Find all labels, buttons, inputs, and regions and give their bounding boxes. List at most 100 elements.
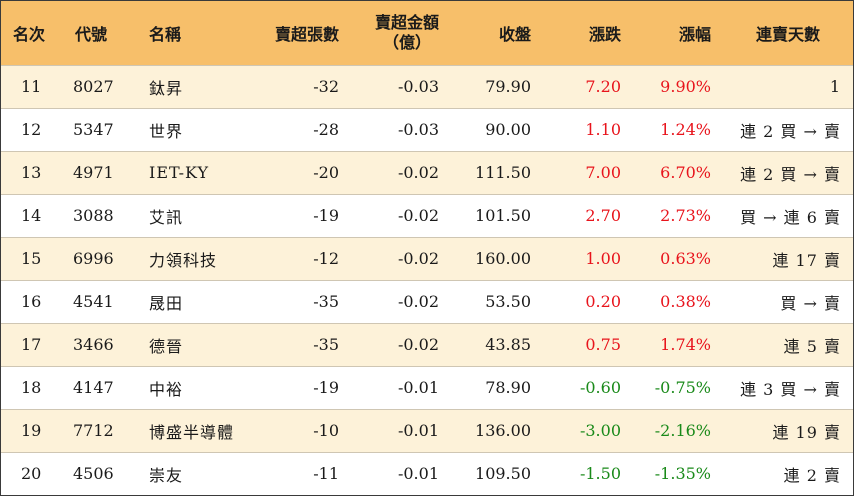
- change-cell: -0.60: [579, 378, 621, 397]
- table-row: 14 3088 艾訊 -19 -0.02 101.50 2.70 2.73% 買…: [1, 194, 853, 237]
- name-cell: 德晉: [149, 336, 184, 356]
- net-sell-amount-cell: -0.03: [397, 77, 439, 96]
- table-row: 19 7712 博盛半導體 -10 -0.01 136.00 -3.00 -2.…: [1, 409, 853, 452]
- net-sell-volume-cell: -19: [313, 206, 339, 225]
- code-cell: 3088: [73, 206, 114, 225]
- net-sell-amount-cell: -0.01: [397, 378, 439, 397]
- streak-cell: 買 → 連 6 賣: [740, 207, 841, 227]
- name-cell: 博盛半導體: [149, 422, 235, 442]
- header-name: 名稱: [149, 24, 182, 44]
- change-cell: 7.00: [585, 163, 621, 182]
- streak-cell: 連 17 賣: [772, 250, 841, 270]
- rank-cell: 14: [21, 206, 42, 225]
- net-sell-amount-cell: -0.02: [397, 163, 439, 182]
- streak-cell: 買 → 賣: [780, 293, 841, 313]
- header-close: 收盤: [498, 24, 531, 44]
- rank-cell: 18: [21, 378, 42, 397]
- header-row: 名次 代號 名稱 賣超張數 賣超金額 （億） 收盤 漲跌 漲幅 連賣天數: [1, 1, 853, 65]
- net-sell-amount-cell: -0.02: [397, 292, 439, 311]
- net-sell-volume-cell: -19: [313, 378, 339, 397]
- change-pct-cell: 0.63%: [660, 249, 711, 268]
- net-sell-volume-cell: -35: [313, 292, 339, 311]
- change-pct-cell: 1.74%: [660, 335, 711, 354]
- close-cell: 136.00: [475, 421, 531, 440]
- table-row: 17 3466 德晉 -35 -0.02 43.85 0.75 1.74% 連 …: [1, 323, 853, 366]
- header-change-pct: 漲幅: [678, 24, 711, 44]
- change-cell: 0.20: [585, 292, 621, 311]
- header-rank: 名次: [13, 24, 46, 44]
- header-net-sell-amount: 賣超金額 （億）: [351, 1, 451, 65]
- table-header: 名次 代號 名稱 賣超張數 賣超金額 （億） 收盤 漲跌 漲幅 連賣天數: [1, 1, 853, 65]
- close-cell: 109.50: [475, 464, 531, 484]
- close-cell: 101.50: [475, 206, 531, 225]
- code-cell: 7712: [73, 421, 114, 440]
- rank-cell: 20: [21, 464, 42, 484]
- code-cell: 4506: [73, 464, 114, 484]
- table-row: 20 4506 崇友 -11 -0.01 109.50 -1.50 -1.35%…: [1, 452, 853, 495]
- name-cell: IET-KY: [149, 163, 210, 182]
- change-cell: 1.10: [585, 120, 621, 139]
- streak-cell: 連 2 買 → 賣: [740, 164, 841, 184]
- code-cell: 6996: [73, 249, 114, 268]
- net-sell-volume-cell: -28: [313, 120, 339, 139]
- change-cell: -1.50: [579, 464, 621, 484]
- code-cell: 3466: [73, 335, 114, 354]
- header-net-sell-amount-line1: 賣超金額: [374, 12, 439, 32]
- net-sell-amount-cell: -0.02: [397, 206, 439, 225]
- rank-cell: 13: [21, 163, 42, 182]
- net-sell-amount-cell: -0.01: [397, 421, 439, 440]
- close-cell: 79.90: [485, 77, 531, 96]
- code-cell: 8027: [73, 77, 114, 96]
- rank-cell: 19: [21, 421, 42, 440]
- close-cell: 90.00: [485, 120, 531, 139]
- header-streak: 連賣天數: [755, 24, 820, 44]
- table-row: 15 6996 力領科技 -12 -0.02 160.00 1.00 0.63%…: [1, 237, 853, 280]
- net-sell-volume-cell: -11: [313, 464, 339, 484]
- table-row: 11 8027 鈦昇 -32 -0.03 79.90 7.20 9.90% 1: [1, 65, 853, 108]
- rank-cell: 17: [21, 335, 42, 354]
- change-pct-cell: 0.38%: [660, 292, 711, 311]
- streak-cell: 連 5 賣: [783, 336, 841, 356]
- name-cell: 世界: [149, 121, 184, 141]
- table-row: 12 5347 世界 -28 -0.03 90.00 1.10 1.24% 連 …: [1, 108, 853, 151]
- close-cell: 160.00: [475, 249, 531, 268]
- net-sell-volume-cell: -20: [313, 163, 339, 182]
- change-pct-cell: 2.73%: [660, 206, 711, 225]
- change-cell: -3.00: [579, 421, 621, 440]
- net-sell-volume-cell: -12: [313, 249, 339, 268]
- name-cell: 艾訊: [149, 207, 184, 227]
- rank-cell: 11: [21, 77, 42, 96]
- header-net-sell-amount-line2: （億）: [382, 32, 431, 52]
- code-cell: 4147: [73, 378, 114, 397]
- change-pct-cell: 9.90%: [660, 77, 711, 96]
- header-change: 漲跌: [588, 24, 621, 44]
- close-cell: 111.50: [475, 163, 531, 182]
- table-row: 13 4971 IET-KY -20 -0.02 111.50 7.00 6.7…: [1, 151, 853, 194]
- change-pct-cell: -0.75%: [654, 378, 711, 397]
- code-cell: 4971: [73, 163, 114, 182]
- close-cell: 78.90: [485, 378, 531, 397]
- net-sell-volume-cell: -32: [313, 77, 339, 96]
- change-pct-cell: 6.70%: [660, 163, 711, 182]
- header-code: 代號: [75, 24, 108, 44]
- net-sell-amount-cell: -0.02: [397, 335, 439, 354]
- name-cell: 晟田: [149, 293, 184, 313]
- code-cell: 5347: [73, 120, 114, 139]
- rank-cell: 15: [21, 249, 42, 268]
- name-cell: 力領科技: [149, 250, 218, 270]
- close-cell: 43.85: [485, 335, 531, 354]
- net-sell-amount-cell: -0.02: [397, 249, 439, 268]
- name-cell: 鈦昇: [149, 78, 184, 98]
- net-sell-volume-cell: -35: [313, 335, 339, 354]
- streak-cell: 連 2 買 → 賣: [740, 121, 841, 141]
- net-sell-amount-cell: -0.03: [397, 120, 439, 139]
- change-pct-cell: 1.24%: [660, 120, 711, 139]
- rank-cell: 12: [21, 120, 42, 139]
- close-cell: 53.50: [485, 292, 531, 311]
- change-cell: 2.70: [585, 206, 621, 225]
- streak-cell: 1: [829, 77, 841, 96]
- streak-cell: 連 2 賣: [783, 465, 841, 485]
- change-cell: 7.20: [585, 77, 621, 96]
